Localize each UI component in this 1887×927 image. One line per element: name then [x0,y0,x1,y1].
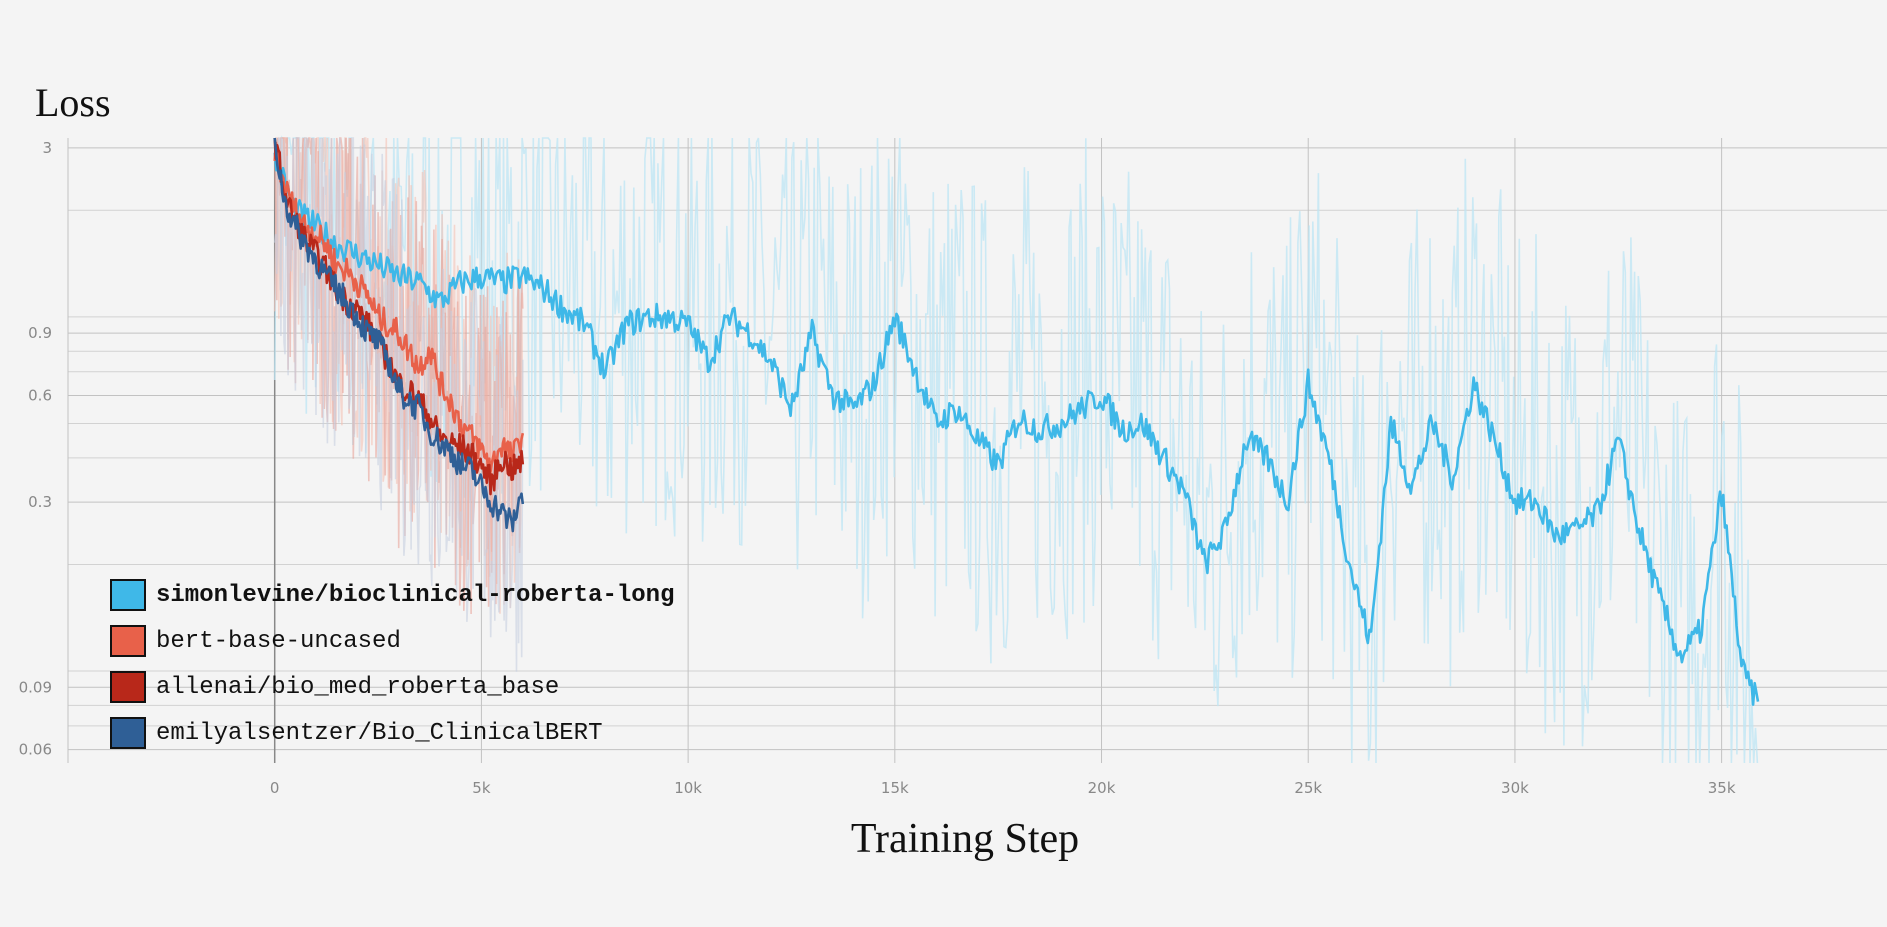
legend-item[interactable]: allenai/bio_med_roberta_base [110,664,674,710]
legend-item[interactable]: bert-base-uncased [110,618,674,664]
smoothed-loss-line [273,141,525,474]
legend-swatch [110,717,146,749]
smoothed-loss-line [273,137,525,533]
x-tick-label: 30k [1501,779,1529,797]
raw-loss-trace [273,135,1759,764]
x-tick-label: 35k [1708,779,1736,797]
y-axis-title: Loss [35,80,111,125]
x-tick-label: 5k [472,779,491,797]
x-tick-label: 10k [674,779,702,797]
legend-label: simonlevine/bioclinical-roberta-long [156,581,675,609]
x-axis-title: Training Step [851,816,1079,862]
smoothed-loss-line [273,152,1760,706]
x-tick-label: 0 [270,779,280,797]
legend-label: allenai/bio_med_roberta_base [156,673,560,701]
x-tick-label: 25k [1294,779,1322,797]
x-tick-label: 15k [881,779,909,797]
legend-swatch [110,579,146,611]
y-tick-label: 0.6 [28,386,52,404]
legend-swatch [110,625,146,657]
x-tick-label: 20k [1088,779,1116,797]
y-tick-label: 0.09 [19,678,52,696]
y-tick-label: 0.3 [28,493,52,511]
legend-item[interactable]: simonlevine/bioclinical-roberta-long [110,572,674,618]
legend: simonlevine/bioclinical-roberta-long bert… [110,572,674,756]
legend-label: bert-base-uncased [156,627,401,655]
legend-swatch [110,671,146,703]
legend-item[interactable]: emilyalsentzer/Bio_ClinicalBERT [110,710,674,756]
legend-label: emilyalsentzer/Bio_ClinicalBERT [156,719,603,747]
y-tick-label: 0.06 [19,741,52,759]
y-tick-label: 0.9 [28,324,52,342]
y-tick-label: 3 [42,139,52,157]
